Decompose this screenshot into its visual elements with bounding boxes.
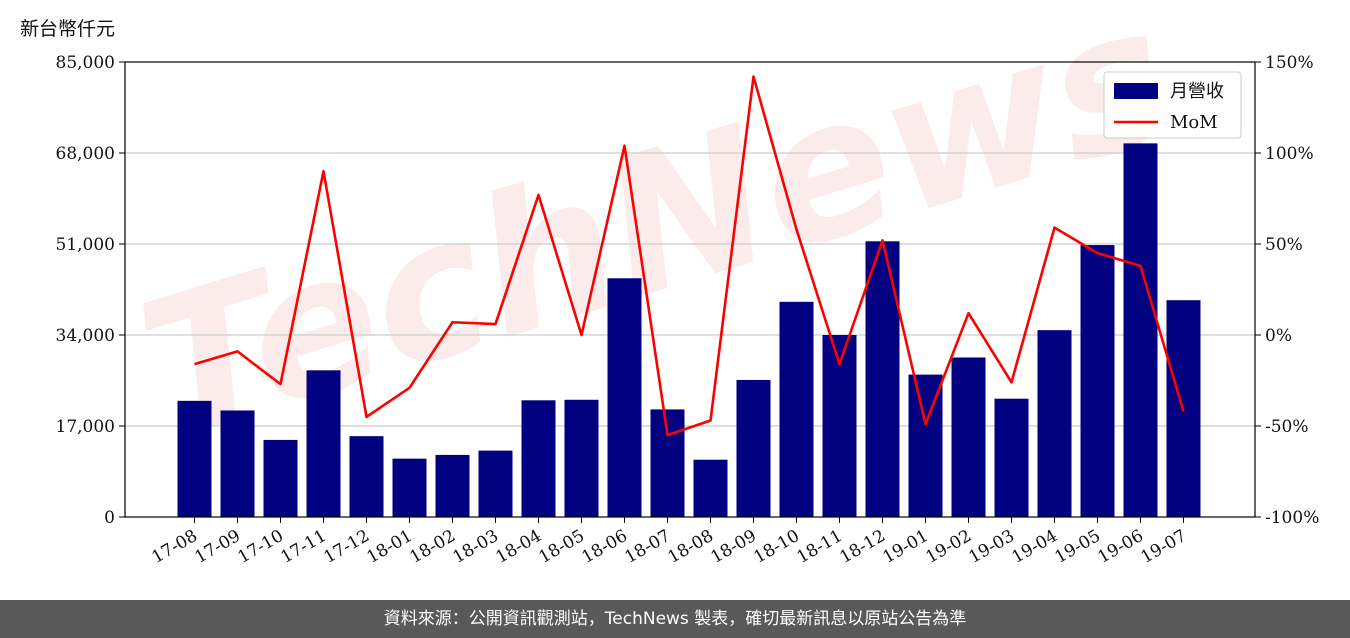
bar-17-12 [349, 436, 384, 517]
chart: TechNews017,00034,00051,00068,00085,000-… [56, 0, 1320, 568]
y-right-tick-label: -50% [1265, 417, 1309, 437]
bar-18-12 [865, 241, 900, 517]
bar-17-11 [306, 370, 341, 517]
x-tick-label: 18-11 [794, 526, 846, 568]
x-tick-label: 19-04 [1009, 526, 1061, 568]
y-left-tick-label: 68,000 [56, 144, 115, 164]
y-left-tick-label: 0 [104, 508, 115, 528]
x-tick-label: 17-11 [278, 526, 330, 568]
x-tick-label: 17-12 [321, 526, 373, 568]
bar-18-01 [392, 458, 427, 517]
bar-18-10 [779, 301, 814, 517]
y-right-tick-label: 100% [1265, 144, 1314, 164]
x-tick-label: 19-06 [1095, 526, 1147, 568]
y-left-tick-label: 85,000 [56, 53, 115, 73]
x-tick-label: 18-03 [450, 526, 502, 568]
bar-18-03 [478, 450, 513, 517]
bar-18-06 [607, 278, 642, 517]
x-tick-label: 18-09 [708, 526, 760, 568]
legend-label-mom: MoM [1170, 112, 1218, 133]
x-tick-label: 18-02 [407, 526, 459, 568]
bar-19-03 [994, 398, 1029, 517]
x-tick-label: 19-03 [966, 526, 1018, 568]
legend-label-revenue: 月營收 [1170, 81, 1224, 102]
x-tick-label: 18-05 [536, 526, 588, 568]
bar-19-02 [951, 357, 986, 517]
bar-19-04 [1037, 330, 1072, 517]
y-left-tick-label: 51,000 [56, 235, 115, 255]
y-right-tick-label: 0% [1265, 326, 1292, 346]
x-tick-label: 18-06 [579, 526, 631, 568]
x-tick-label: 19-01 [880, 526, 932, 568]
bar-18-02 [435, 454, 470, 517]
source-footer: 資料來源：公開資訊觀測站，TechNews 製表，確切最新訊息以原站公告為準 [0, 600, 1350, 638]
bar-18-05 [564, 399, 599, 517]
x-tick-label: 18-12 [837, 526, 889, 568]
x-tick-label: 18-01 [364, 526, 416, 568]
bar-19-06 [1123, 143, 1158, 518]
bar-18-07 [650, 409, 685, 517]
bar-18-04 [521, 400, 556, 517]
x-tick-label: 17-08 [149, 526, 201, 568]
x-tick-label: 19-07 [1138, 526, 1190, 568]
x-tick-label: 18-07 [622, 526, 674, 568]
y-axis-unit-label: 新台幣仟元 [20, 18, 116, 40]
x-tick-label: 19-05 [1052, 526, 1104, 568]
x-tick-label: 18-04 [493, 526, 545, 568]
x-tick-label: 17-09 [192, 526, 244, 568]
x-tick-label: 17-10 [235, 526, 287, 568]
y-right-tick-label: -100% [1265, 508, 1319, 528]
x-tick-label: 18-10 [751, 526, 803, 568]
x-tick-label: 18-08 [665, 526, 717, 568]
bar-19-05 [1080, 245, 1115, 517]
bar-18-08 [693, 459, 728, 517]
y-left-tick-label: 17,000 [56, 417, 115, 437]
bar-17-09 [220, 410, 255, 517]
bar-17-10 [263, 439, 298, 517]
y-right-tick-label: 50% [1265, 235, 1303, 255]
x-tick-label: 19-02 [923, 526, 975, 568]
mom-line [194, 75, 1185, 437]
bar-17-08 [177, 400, 212, 517]
y-right-tick-label: 150% [1265, 53, 1314, 73]
legend-swatch-revenue [1114, 83, 1158, 99]
plot-frame [124, 61, 1256, 518]
bar-18-09 [736, 379, 771, 517]
y-left-tick-label: 34,000 [56, 326, 115, 346]
